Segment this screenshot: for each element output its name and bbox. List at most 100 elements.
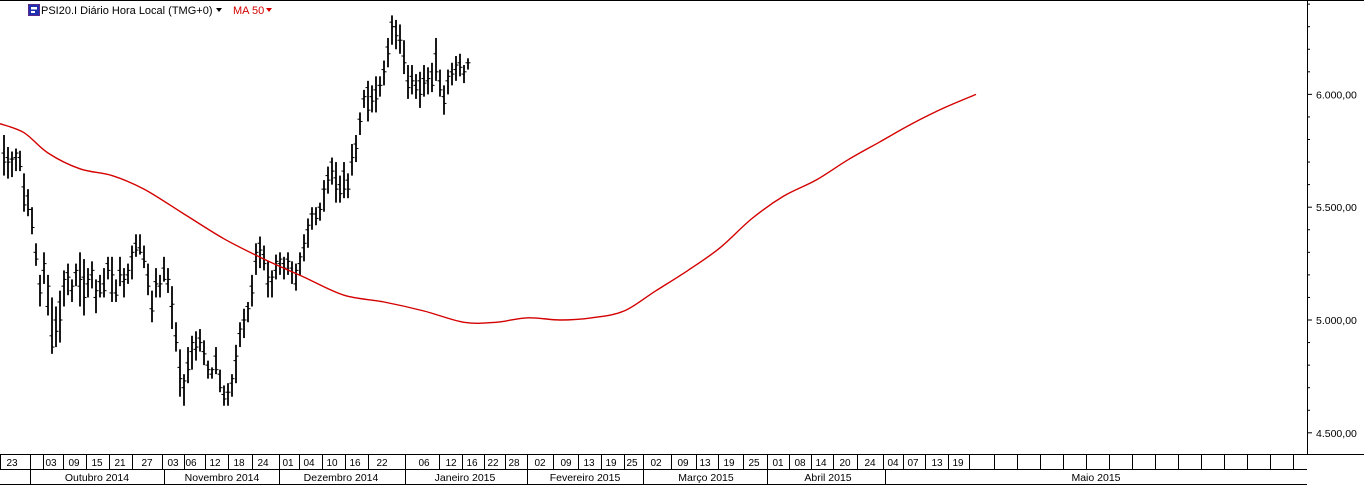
price-bar (189, 335, 195, 370)
y-tick-label: 4.500,00 (1316, 428, 1357, 440)
x-day-label: 19 (605, 458, 617, 469)
price-bar (81, 259, 87, 316)
price-bar (61, 270, 67, 307)
x-day-label: 13 (583, 458, 595, 469)
x-day-label: 02 (534, 458, 546, 469)
price-bar (321, 180, 327, 212)
price-bar (269, 270, 275, 298)
x-day-label: 25 (748, 458, 760, 469)
date-axis-months: Outubro 2014 Novembro 2014 Dezembro 2014 Ja… (30, 470, 1121, 484)
price-bar (353, 134, 359, 163)
price-bar (105, 256, 111, 280)
price-bar (1, 134, 7, 176)
price-bar (245, 301, 251, 323)
price-bar (361, 89, 367, 108)
price-bar (125, 263, 131, 284)
x-day-label: 09 (560, 458, 572, 469)
price-bar (433, 37, 439, 81)
price-bar (365, 80, 371, 122)
price-bar (457, 53, 463, 77)
price-bar (309, 207, 315, 230)
chevron-down-icon[interactable] (216, 8, 222, 12)
price-bar (85, 268, 91, 298)
price-bar (397, 24, 403, 54)
price-bar (117, 256, 123, 287)
price-bar (205, 360, 211, 379)
price-bar (169, 286, 175, 330)
price-bar (13, 148, 19, 172)
price-bar (73, 263, 79, 287)
price-bar (41, 252, 47, 284)
price-bar (133, 234, 139, 257)
x-day-label: 19 (723, 458, 735, 469)
price-bar (237, 322, 243, 348)
price-bar (277, 252, 283, 275)
price-bar (313, 207, 319, 226)
price-bar (429, 62, 435, 93)
y-tick-label: 5.500,00 (1316, 202, 1357, 214)
price-bar (225, 383, 231, 406)
price-bar (373, 76, 379, 113)
x-day-label: 27 (141, 458, 153, 469)
x-day-label: 20 (839, 458, 851, 469)
price-bar (89, 261, 95, 289)
price-bar (137, 234, 143, 255)
price-bar (49, 297, 55, 354)
price-bar (461, 65, 467, 84)
price-bars (1, 15, 471, 406)
price-bar (341, 162, 347, 199)
price-bar (381, 60, 387, 86)
price-bar (53, 306, 59, 348)
price-bar (165, 268, 171, 293)
instrument-label: PSI20.I Diário Hora Local (TMG+0) (41, 5, 212, 17)
price-bar (453, 56, 459, 81)
x-day-label: 15 (91, 458, 103, 469)
price-bar (401, 40, 407, 75)
price-bar (413, 74, 419, 99)
price-bar (77, 252, 83, 307)
price-bar (93, 279, 99, 314)
price-bar (409, 65, 415, 95)
price-bar (261, 245, 267, 271)
date-axis-days: 23 03 09 15 21 27 03 06 12 18 24 01 04 10 16 22 06 12 16 22… (0, 455, 1294, 469)
price-bar (249, 274, 255, 307)
price-bar (421, 65, 427, 97)
chevron-down-icon[interactable] (266, 8, 272, 12)
price-bar (25, 189, 31, 217)
chart-header[interactable]: PSI20.I Diário Hora Local (TMG+0) MA 50 (28, 4, 273, 18)
price-bar (37, 274, 43, 307)
x-month-label: Fevereiro 2015 (550, 472, 621, 484)
price-bar (101, 268, 107, 298)
price-bar (437, 69, 443, 97)
x-day-label: 13 (931, 458, 943, 469)
price-bar (217, 369, 223, 393)
price-bar (193, 331, 199, 361)
x-day-label: 12 (209, 458, 221, 469)
x-day-label: 12 (445, 458, 457, 469)
price-bar (129, 245, 135, 280)
x-day-label: 18 (233, 458, 245, 469)
x-month-label: Dezembro 2014 (304, 472, 379, 484)
price-bar (377, 76, 383, 97)
x-day-label: 14 (815, 458, 827, 469)
x-day-label: 16 (466, 458, 478, 469)
price-bar (181, 374, 187, 406)
x-day-label: 02 (650, 458, 662, 469)
price-bar (333, 162, 339, 203)
ma-indicator-label: MA 50 (233, 5, 264, 17)
price-bar (449, 62, 455, 86)
x-day-label: 10 (326, 458, 338, 469)
price-bar (5, 147, 11, 179)
price-bar (69, 279, 75, 302)
x-month-label: Novembro 2014 (185, 472, 260, 484)
price-bar (221, 385, 227, 406)
x-day-label: 21 (114, 458, 126, 469)
price-bar (385, 37, 391, 68)
x-day-label: 01 (282, 458, 294, 469)
x-day-label: 01 (772, 458, 784, 469)
x-day-label: 28 (508, 458, 520, 469)
price-bar (113, 279, 119, 302)
price-bar (29, 207, 35, 235)
price-bar (21, 173, 27, 212)
